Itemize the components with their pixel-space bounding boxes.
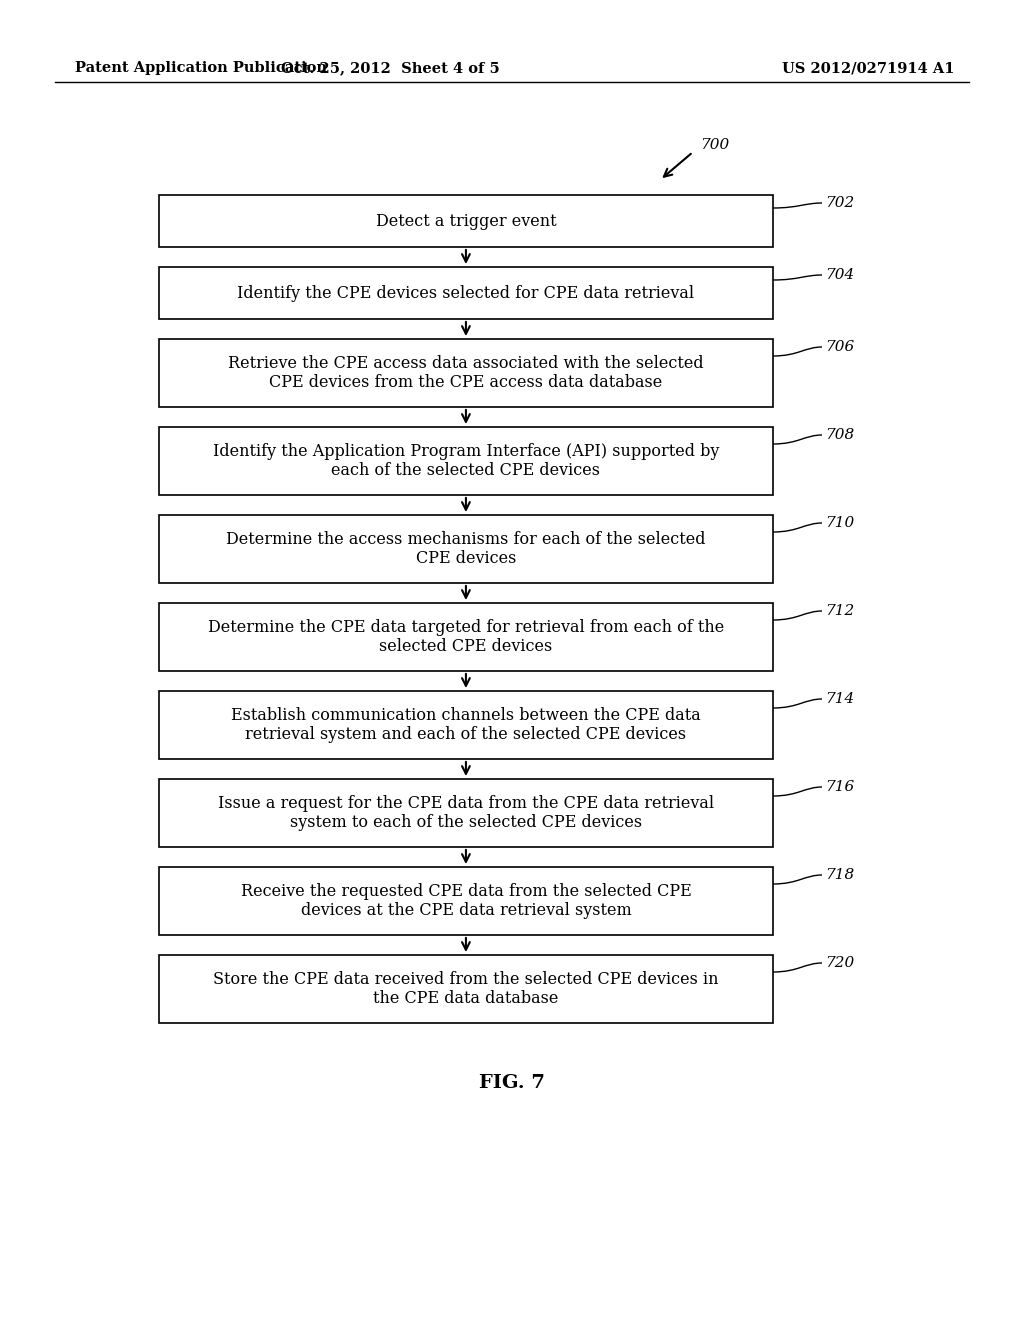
Text: US 2012/0271914 A1: US 2012/0271914 A1 xyxy=(781,61,954,75)
Text: Identify the Application Program Interface (API) supported by
each of the select: Identify the Application Program Interfa… xyxy=(213,442,719,479)
Text: 718: 718 xyxy=(825,869,854,882)
Bar xyxy=(159,267,773,319)
Bar xyxy=(159,603,773,671)
Text: Receive the requested CPE data from the selected CPE
devices at the CPE data ret: Receive the requested CPE data from the … xyxy=(241,883,691,919)
Bar xyxy=(159,426,773,495)
Bar xyxy=(159,779,773,847)
Text: 720: 720 xyxy=(825,956,854,970)
Text: Store the CPE data received from the selected CPE devices in
the CPE data databa: Store the CPE data received from the sel… xyxy=(213,970,719,1007)
Text: 702: 702 xyxy=(825,195,854,210)
Text: 708: 708 xyxy=(825,428,854,442)
Text: 714: 714 xyxy=(825,692,854,706)
Text: FIG. 7: FIG. 7 xyxy=(479,1074,545,1092)
Text: Retrieve the CPE access data associated with the selected
CPE devices from the C: Retrieve the CPE access data associated … xyxy=(228,355,703,391)
Bar xyxy=(159,954,773,1023)
Text: 704: 704 xyxy=(825,268,854,282)
Text: 700: 700 xyxy=(700,139,729,152)
Bar xyxy=(159,195,773,247)
Text: Identify the CPE devices selected for CPE data retrieval: Identify the CPE devices selected for CP… xyxy=(238,285,694,301)
Text: Determine the access mechanisms for each of the selected
CPE devices: Determine the access mechanisms for each… xyxy=(226,531,706,568)
Bar xyxy=(159,867,773,935)
Text: Determine the CPE data targeted for retrieval from each of the
selected CPE devi: Determine the CPE data targeted for retr… xyxy=(208,619,724,655)
Bar xyxy=(159,515,773,583)
Text: Establish communication channels between the CPE data
retrieval system and each : Establish communication channels between… xyxy=(231,706,700,743)
Text: 710: 710 xyxy=(825,516,854,531)
Text: Oct. 25, 2012  Sheet 4 of 5: Oct. 25, 2012 Sheet 4 of 5 xyxy=(281,61,500,75)
Bar xyxy=(159,690,773,759)
Text: 712: 712 xyxy=(825,605,854,618)
Text: 716: 716 xyxy=(825,780,854,795)
Text: Patent Application Publication: Patent Application Publication xyxy=(75,61,327,75)
Bar xyxy=(159,339,773,407)
Text: Issue a request for the CPE data from the CPE data retrieval
system to each of t: Issue a request for the CPE data from th… xyxy=(218,795,714,832)
Text: Detect a trigger event: Detect a trigger event xyxy=(376,213,556,230)
Text: 706: 706 xyxy=(825,341,854,354)
